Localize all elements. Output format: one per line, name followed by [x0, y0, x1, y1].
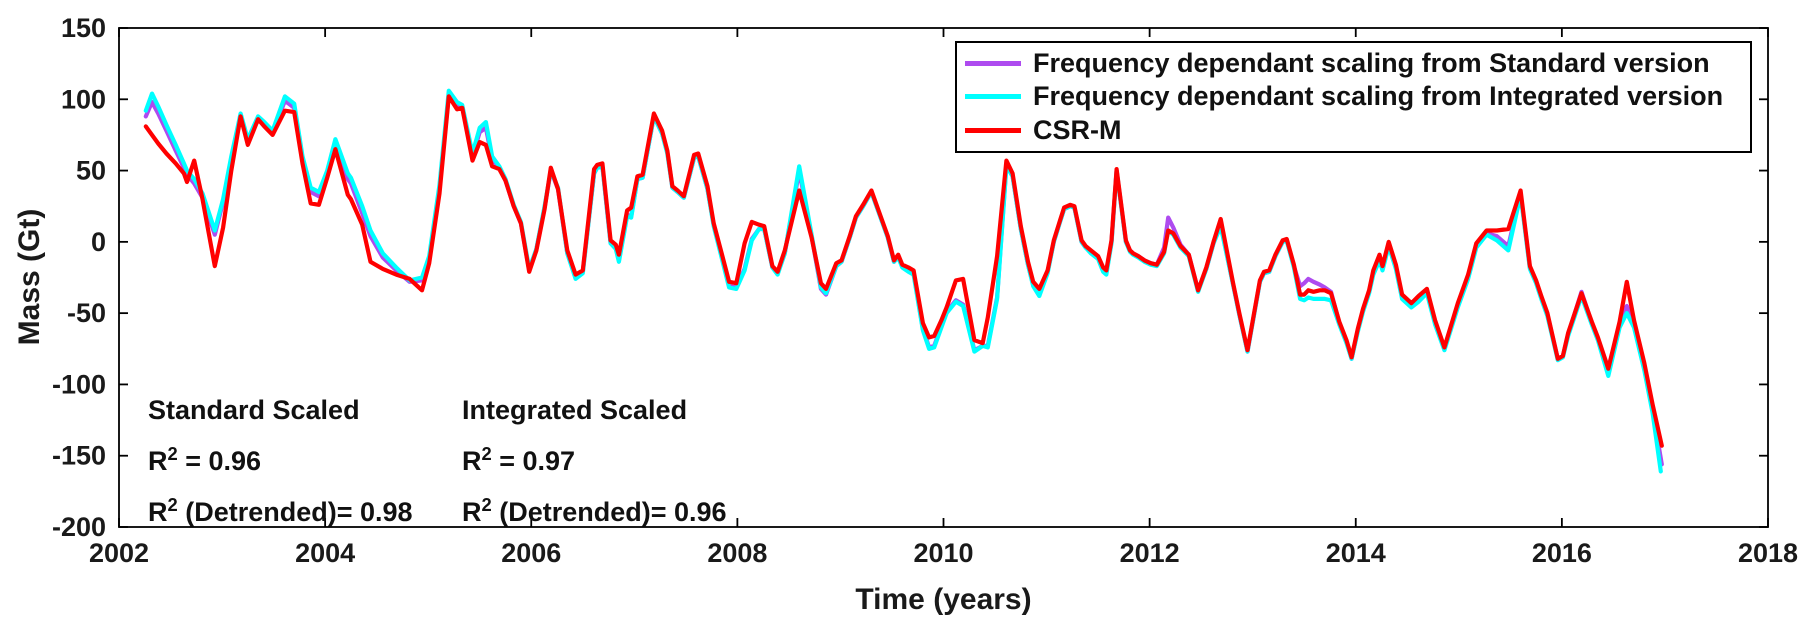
x-tick-label: 2018: [1738, 538, 1798, 568]
r2-base: R: [462, 497, 482, 527]
r2-sup: 2: [167, 443, 178, 464]
r2-value: = 0.97: [491, 446, 576, 476]
annotation-title: Standard Scaled: [148, 395, 360, 425]
legend-item-standard: Frequency dependant scaling from Standar…: [965, 47, 1744, 80]
y-axis-title: Mass (Gt): [13, 208, 46, 346]
legend-line-swatch: [965, 127, 1021, 133]
y-tick-label: 50: [76, 156, 106, 186]
r2-value: (Detrended)= 0.98: [177, 497, 413, 527]
annotation-r2-detrended: R2 (Detrended)= 0.96: [462, 483, 727, 534]
x-tick-label: 2016: [1532, 538, 1592, 568]
legend-item-label: Frequency dependant scaling from Integra…: [1033, 81, 1724, 112]
x-tick-label: 2014: [1326, 538, 1386, 568]
legend-item-integrated: Frequency dependant scaling from Integra…: [965, 80, 1744, 113]
r2-sup: 2: [481, 494, 492, 515]
x-tick-label: 2012: [1120, 538, 1180, 568]
x-axis-title: Time (years): [855, 583, 1032, 616]
y-tick-label: 100: [61, 84, 106, 114]
r2-base: R: [148, 446, 168, 476]
series-line-csr-m: [143, 94, 1664, 448]
x-tick-label: 2004: [295, 538, 355, 568]
annotation-r2: R2 = 0.97: [462, 432, 727, 483]
y-tick-label: -100: [52, 369, 106, 399]
r2-sup: 2: [167, 494, 178, 515]
y-tick-label: 0: [91, 227, 106, 257]
annotation-r2-detrended: R2 (Detrended)= 0.98: [148, 483, 413, 534]
x-tick-label: 2006: [501, 538, 561, 568]
y-tick-label: -150: [52, 441, 106, 471]
r2-base: R: [148, 497, 168, 527]
legend-item-csr-m: CSR-M: [965, 114, 1744, 147]
y-tick-label: 150: [61, 13, 106, 43]
legend-line-swatch: [965, 61, 1021, 67]
r2-sup: 2: [481, 443, 492, 464]
y-tick-label: -200: [52, 512, 106, 542]
annotation-integrated-scaled: Integrated Scaled R2 = 0.97 R2 (Detrende…: [462, 388, 727, 534]
r2-value: (Detrended)= 0.96: [491, 497, 727, 527]
r2-base: R: [462, 446, 482, 476]
x-tick-label: 2010: [913, 538, 973, 568]
y-tick-label: -50: [67, 298, 106, 328]
annotation-r2: R2 = 0.96: [148, 432, 413, 483]
legend-line-swatch: [965, 94, 1021, 100]
legend-item-label: CSR-M: [1033, 114, 1122, 145]
legend-item-label: Frequency dependant scaling from Standar…: [1033, 48, 1710, 79]
x-tick-label: 2002: [89, 538, 149, 568]
annotation-standard-scaled: Standard Scaled R2 = 0.96 R2 (Detrended)…: [148, 388, 413, 534]
legend: Frequency dependant scaling from Standar…: [955, 41, 1752, 153]
r2-value: = 0.96: [177, 446, 262, 476]
annotation-title: Integrated Scaled: [462, 395, 688, 425]
x-tick-label: 2008: [707, 538, 767, 568]
